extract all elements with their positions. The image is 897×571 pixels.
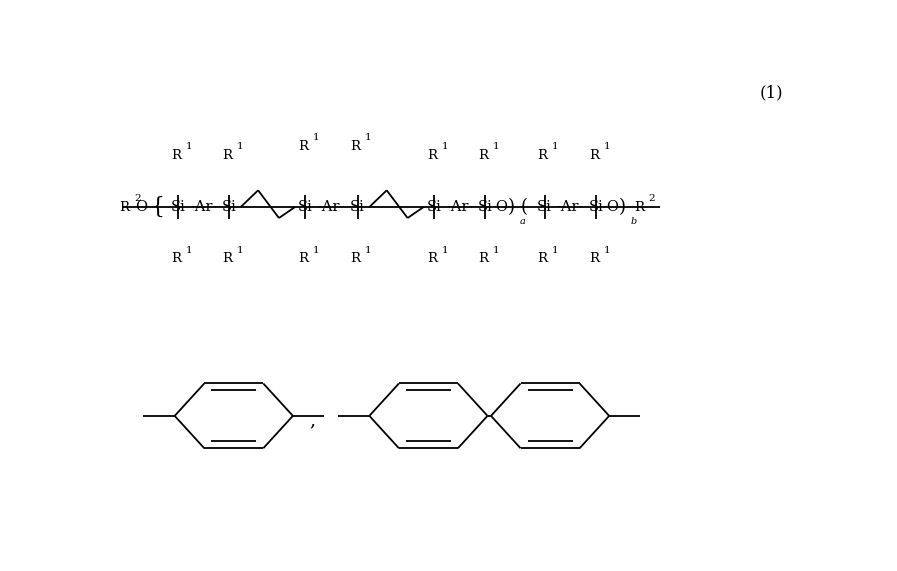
Text: b: b <box>631 216 637 226</box>
Text: 1: 1 <box>604 142 610 151</box>
Text: -O: -O <box>603 200 620 214</box>
Text: -Ar-: -Ar- <box>190 200 218 214</box>
Text: R: R <box>478 252 488 266</box>
Text: R: R <box>171 252 181 266</box>
Text: 1: 1 <box>553 142 559 151</box>
Text: R: R <box>119 200 130 214</box>
Text: 1: 1 <box>493 142 500 151</box>
Text: O: O <box>135 200 147 214</box>
Text: (1): (1) <box>760 84 783 101</box>
Text: R: R <box>427 148 437 162</box>
Text: Si: Si <box>537 200 552 214</box>
Text: 1: 1 <box>365 134 371 142</box>
Text: R: R <box>222 252 231 266</box>
Text: R: R <box>299 140 309 153</box>
Text: -Ar-: -Ar- <box>318 200 344 214</box>
Text: Si: Si <box>478 200 492 214</box>
Text: R: R <box>589 252 599 266</box>
Text: R: R <box>478 148 488 162</box>
Text: R: R <box>351 140 361 153</box>
Text: (: ( <box>520 198 527 216</box>
Text: 1: 1 <box>441 246 448 255</box>
Text: ): ) <box>508 198 515 216</box>
Text: ,: , <box>309 411 316 429</box>
Text: 1: 1 <box>604 246 610 255</box>
Text: Si: Si <box>298 200 313 214</box>
Text: Si: Si <box>427 200 441 214</box>
Text: Si: Si <box>588 200 604 214</box>
Text: R: R <box>537 252 547 266</box>
Text: Si: Si <box>222 200 236 214</box>
Text: ): ) <box>619 198 626 216</box>
Text: 1: 1 <box>493 246 500 255</box>
Text: Si: Si <box>170 200 186 214</box>
Text: Si: Si <box>350 200 365 214</box>
Text: 1: 1 <box>365 246 371 255</box>
Text: R: R <box>589 148 599 162</box>
Text: -Ar-: -Ar- <box>556 200 584 214</box>
Text: 1: 1 <box>186 246 193 255</box>
Text: a: a <box>519 216 526 226</box>
Text: 1: 1 <box>313 246 319 255</box>
Text: 2: 2 <box>649 194 656 203</box>
Text: R: R <box>537 148 547 162</box>
Text: 1: 1 <box>237 142 243 151</box>
Text: 1: 1 <box>237 246 243 255</box>
Text: -Ar-: -Ar- <box>446 200 474 214</box>
Text: R: R <box>299 252 309 266</box>
Text: 2: 2 <box>135 194 141 203</box>
Text: R: R <box>351 252 361 266</box>
Text: -O: -O <box>492 200 509 214</box>
Text: {: { <box>151 196 164 218</box>
Text: R: R <box>222 148 231 162</box>
Text: 1: 1 <box>313 134 319 142</box>
Text: 1: 1 <box>441 142 448 151</box>
Text: 1: 1 <box>553 246 559 255</box>
Text: R: R <box>427 252 437 266</box>
Text: 1: 1 <box>186 142 193 151</box>
Text: R: R <box>634 200 644 214</box>
Text: R: R <box>171 148 181 162</box>
